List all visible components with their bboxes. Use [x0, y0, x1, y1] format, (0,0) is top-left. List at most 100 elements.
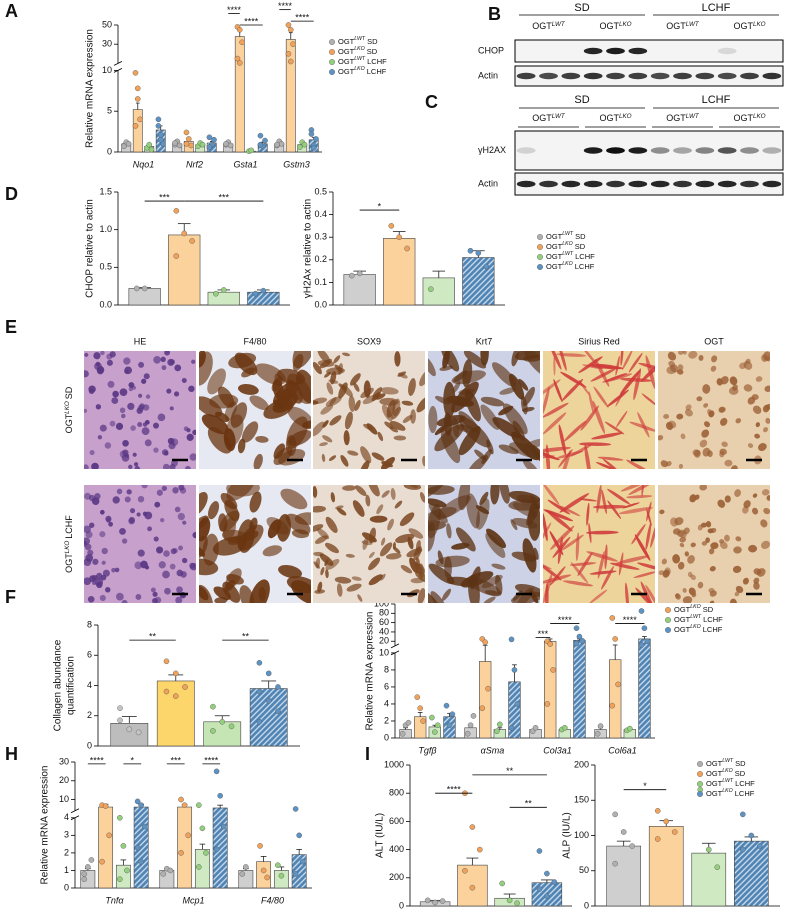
data-point	[248, 147, 255, 154]
tissue-feature	[719, 539, 725, 544]
tissue-feature	[709, 590, 717, 597]
data-point	[462, 867, 468, 874]
tissue-feature	[328, 455, 337, 462]
data-point	[206, 144, 213, 150]
tissue-feature	[313, 400, 319, 405]
data-point	[172, 693, 179, 699]
tissue-feature	[483, 596, 496, 603]
tissue-feature	[262, 545, 282, 557]
label-name: OGT	[338, 57, 355, 66]
tissue-feature	[633, 368, 641, 401]
tissue-feature	[709, 600, 715, 603]
y-tick-label: 60	[379, 617, 389, 627]
tissue-feature	[153, 355, 161, 364]
panel-letter: F	[5, 587, 16, 607]
tissue-feature	[99, 509, 105, 515]
tissue-feature	[128, 516, 135, 524]
tissue-feature	[285, 379, 303, 404]
blot-band	[628, 180, 648, 188]
label-genotype: LKO	[753, 21, 766, 28]
tissue-feature	[747, 443, 754, 448]
panel-letter: E	[5, 317, 17, 337]
tissue-feature	[199, 546, 206, 557]
tissue-feature	[137, 549, 145, 557]
tissue-feature	[732, 384, 738, 391]
data-point	[475, 250, 482, 256]
panel-letter: I	[365, 744, 370, 764]
data-point	[740, 811, 746, 818]
tissue-feature	[498, 405, 514, 416]
legend-label: OGTLKO LCHF	[546, 261, 595, 271]
tissue-feature	[562, 580, 594, 587]
data-point	[257, 141, 264, 148]
data-point	[483, 263, 490, 270]
legend-label: OGTLKO LCHF	[338, 66, 387, 76]
tissue-feature	[428, 522, 436, 552]
label-diet: SD	[575, 242, 586, 251]
tissue-feature	[753, 582, 760, 590]
tissue-feature	[694, 494, 700, 500]
data-point	[181, 802, 188, 808]
data-point	[178, 796, 184, 803]
tissue-feature	[691, 592, 697, 598]
panel-letter: H	[5, 744, 18, 764]
tissue-feature	[705, 537, 710, 543]
label-name: OGT	[666, 113, 686, 123]
tissue-feature	[361, 540, 373, 546]
tissue-feature	[319, 442, 328, 447]
tissue-feature	[760, 519, 768, 528]
data-point	[396, 234, 403, 240]
tissue-feature	[556, 450, 584, 459]
tissue-feature	[313, 421, 325, 437]
legend-marker	[329, 68, 336, 75]
tissue-feature	[106, 518, 111, 523]
tissue-feature	[672, 554, 681, 564]
histology-image	[84, 351, 196, 469]
tissue-feature	[755, 422, 760, 428]
tissue-feature	[222, 581, 241, 603]
data-point	[219, 719, 226, 725]
tissue-feature	[181, 557, 188, 564]
data-point	[125, 141, 132, 147]
tissue-feature	[570, 561, 589, 584]
tissue-feature	[87, 595, 95, 603]
tissue-feature	[428, 356, 436, 377]
data-point	[137, 116, 143, 123]
tissue-feature	[173, 391, 180, 397]
data-point	[287, 58, 294, 65]
label-name: OGT	[532, 21, 552, 31]
data-point	[638, 642, 645, 648]
tissue-feature	[87, 549, 94, 556]
data-point	[514, 701, 521, 707]
tissue-feature	[490, 485, 500, 505]
tissue-feature	[626, 495, 653, 499]
data-point	[88, 857, 95, 863]
row-label: OGTLKO SD	[64, 386, 75, 433]
tissue-feature	[719, 451, 725, 458]
tissue-feature	[417, 588, 425, 603]
data-point	[196, 864, 202, 870]
group-label: LCHF	[702, 94, 731, 106]
tissue-feature	[166, 388, 172, 394]
tissue-feature	[377, 431, 384, 442]
tissue-feature	[351, 576, 362, 581]
tissue-feature	[368, 551, 375, 559]
tissue-feature	[158, 561, 166, 569]
significance-label: ***	[170, 755, 181, 765]
tissue-feature	[511, 551, 537, 562]
blot-band	[628, 47, 648, 55]
y-tick-label: 50	[579, 865, 589, 875]
tissue-feature	[122, 449, 129, 456]
label-genotype: LKO	[354, 66, 365, 72]
legend-marker	[665, 617, 672, 624]
y-tick-label: 200	[574, 759, 589, 769]
row-label: CHOP	[478, 45, 504, 55]
data-point	[594, 730, 601, 737]
bar	[234, 36, 245, 153]
y-tick-label: 400	[389, 844, 404, 854]
tissue-feature	[752, 507, 759, 515]
data-point	[181, 230, 188, 237]
tissue-feature	[416, 396, 425, 413]
tissue-feature	[328, 379, 339, 384]
tissue-feature	[119, 388, 128, 397]
